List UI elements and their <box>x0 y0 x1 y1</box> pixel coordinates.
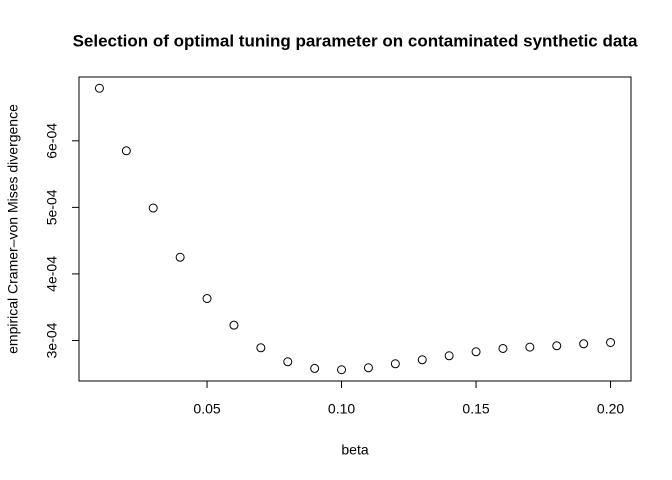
x-tick-label: 0.05 <box>193 401 220 417</box>
y-tick-label: 3e-04 <box>44 322 60 358</box>
x-tick-label: 0.10 <box>328 401 355 417</box>
point <box>94 83 104 93</box>
point <box>606 337 616 347</box>
point <box>310 363 320 373</box>
y-tick-label: 5e-04 <box>44 189 60 225</box>
point <box>229 320 239 330</box>
point <box>363 363 373 373</box>
y-axis-label: empirical Cramer–von Mises divergence <box>5 104 21 354</box>
point <box>202 294 212 304</box>
point <box>148 203 158 213</box>
chart-title: Selection of optimal tuning parameter on… <box>73 31 638 50</box>
x-tick-label: 0.15 <box>462 401 489 417</box>
point <box>175 252 185 262</box>
point <box>283 357 293 367</box>
point <box>256 343 266 353</box>
point <box>337 365 347 375</box>
y-tick-label: 6e-04 <box>44 123 60 159</box>
point <box>417 355 427 365</box>
point <box>390 359 400 369</box>
point <box>498 343 508 353</box>
y-tick-label: 4e-04 <box>44 256 60 292</box>
point <box>525 342 535 352</box>
x-axis-label: beta <box>341 442 368 458</box>
plot-frame <box>78 76 632 382</box>
point <box>471 347 481 357</box>
point <box>552 341 562 351</box>
x-tick-label: 0.20 <box>597 401 624 417</box>
point <box>579 339 589 349</box>
point <box>121 146 131 156</box>
point <box>444 351 454 361</box>
